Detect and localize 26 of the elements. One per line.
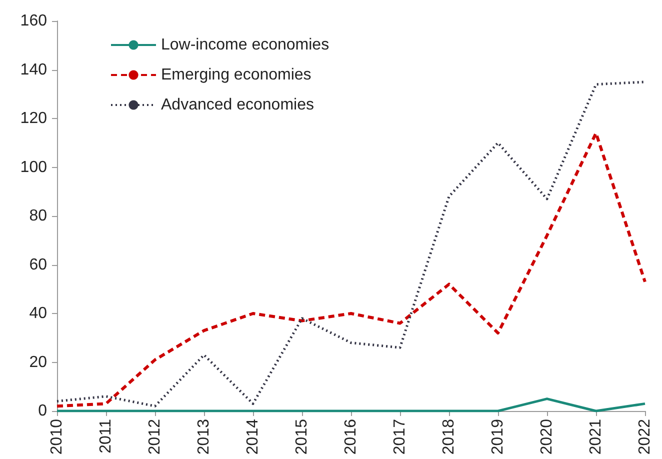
line-series [56, 132, 646, 408]
y-tick-label: 0 [38, 402, 48, 420]
legend-label: Advanced economies [161, 96, 314, 114]
x-tick-label: 2015 [294, 418, 310, 455]
y-tick-label: 80 [29, 208, 48, 224]
x-tick-label: 2022 [636, 418, 654, 455]
x-tick-label: 2010 [48, 418, 66, 455]
x-tick-label: 2012 [146, 418, 164, 455]
y-tick-label: 20 [29, 354, 48, 371]
x-tick-label: 2016 [342, 418, 360, 455]
x-tick-label: 2020 [538, 418, 556, 455]
x-tick-label: 2014 [244, 418, 262, 455]
legend-label: Low-income economies [161, 36, 330, 54]
legend-label: Emerging economies [161, 66, 312, 84]
y-tick-label: 100 [20, 158, 48, 176]
x-tick-label: 2021 [588, 418, 604, 455]
y-tick-label: 160 [20, 12, 48, 30]
x-tick-label: 2013 [196, 418, 212, 455]
y-tick-label: 120 [20, 110, 48, 127]
x-tick-label: 2019 [490, 418, 506, 455]
x-tick-label: 2017 [392, 418, 408, 455]
y-tick-label: 40 [29, 305, 48, 322]
x-tick-label: 2018 [440, 418, 458, 455]
y-tick-label: 140 [20, 61, 48, 78]
x-tick-label: 2011 [98, 418, 114, 454]
y-tick-label: 60 [29, 256, 48, 274]
